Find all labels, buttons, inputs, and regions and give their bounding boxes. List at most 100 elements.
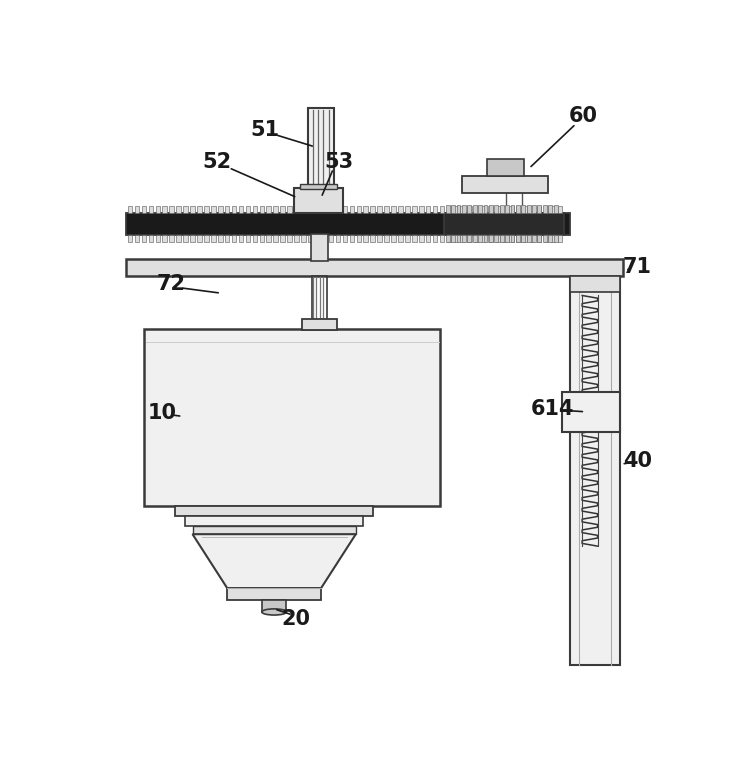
Bar [211,207,216,213]
Bar [523,207,528,213]
Bar [502,207,507,213]
Bar [329,235,333,242]
Bar [553,206,557,213]
Bar [197,235,202,242]
Bar [467,207,472,213]
Bar [486,159,523,176]
Bar [570,261,620,665]
Bar [322,235,326,242]
Bar [462,206,466,213]
Bar [156,207,160,213]
Text: 71: 71 [623,257,652,277]
Bar [478,235,482,242]
Bar [462,235,466,242]
Bar [405,235,410,242]
Bar [312,277,327,321]
Bar [516,206,520,213]
Bar [451,235,455,242]
Bar [488,207,493,213]
Bar [473,235,477,242]
Bar [461,207,465,213]
Bar [511,235,514,242]
Bar [527,235,531,242]
Bar [412,235,416,242]
Bar [371,235,375,242]
Bar [211,235,216,242]
Bar [500,235,503,242]
Bar [532,206,536,213]
Bar [537,206,542,213]
Bar [267,235,271,242]
Bar [440,235,444,242]
Bar [527,206,531,213]
Bar [462,176,548,193]
Bar [509,207,514,213]
Bar [473,206,477,213]
Text: 40: 40 [623,451,652,471]
Bar [185,517,363,527]
Bar [371,207,375,213]
Bar [170,235,174,242]
Bar [391,235,396,242]
Bar [253,207,257,213]
Bar [245,207,251,213]
Bar [259,207,264,213]
Bar [149,235,153,242]
Bar [467,235,472,242]
Bar [446,235,450,242]
Bar [530,207,534,213]
Bar [357,235,361,242]
Bar [308,207,312,213]
Bar [218,235,223,242]
Bar [433,207,437,213]
Bar [308,235,312,242]
Bar [391,207,396,213]
Bar [287,235,292,242]
Text: 20: 20 [282,609,310,629]
Bar [483,235,487,242]
Bar [412,207,416,213]
Bar [259,235,264,242]
Bar [495,235,498,242]
Bar [311,234,328,261]
Text: 52: 52 [203,152,231,172]
Bar [553,235,557,242]
Bar [128,207,133,213]
Bar [543,206,547,213]
Bar [481,235,486,242]
Bar [280,235,285,242]
Bar [308,108,334,187]
Bar [384,207,389,213]
Bar [453,207,458,213]
Bar [548,206,552,213]
Bar [489,206,493,213]
Bar [467,206,471,213]
Bar [419,235,424,242]
Bar [273,207,278,213]
Bar [446,206,450,213]
Text: 10: 10 [147,403,176,424]
Bar [453,235,458,242]
Bar [505,206,509,213]
Bar [457,206,461,213]
Bar [280,207,285,213]
Bar [218,207,223,213]
Bar [537,207,542,213]
Bar [444,213,564,235]
Bar [225,235,229,242]
Bar [570,277,620,292]
Bar [357,207,361,213]
Bar [488,235,493,242]
Bar [162,207,167,213]
Bar [336,235,340,242]
Bar [544,235,548,242]
Bar [557,207,562,213]
Bar [398,235,402,242]
Bar [521,235,525,242]
Bar [467,235,471,242]
Bar [505,235,509,242]
Bar [142,235,147,242]
Ellipse shape [262,609,287,615]
Bar [162,235,167,242]
Bar [253,235,257,242]
